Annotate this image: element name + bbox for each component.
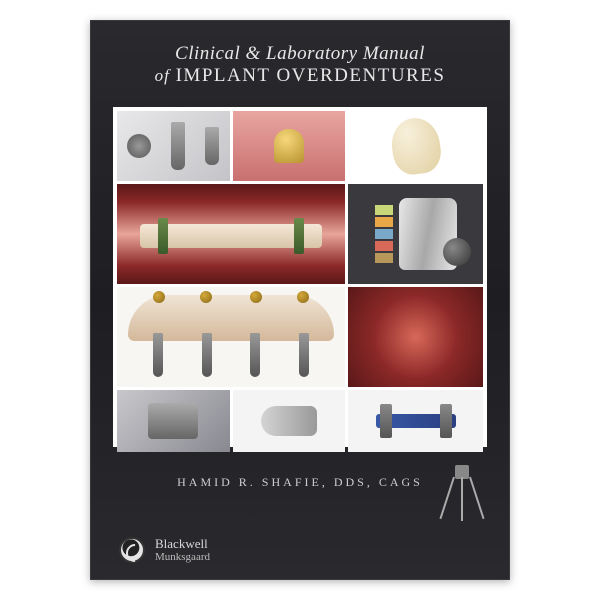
title-caps: IMPLANT OVERDENTURES	[176, 65, 446, 86]
bar-1	[375, 205, 393, 215]
handpiece-icon	[261, 406, 317, 436]
ball-attachment-icon	[297, 291, 309, 303]
dental-arch-icon	[128, 295, 333, 341]
tooth-icon	[388, 115, 443, 177]
collage-lab-device-1	[117, 390, 230, 452]
collage-bar-attachment	[348, 390, 483, 452]
implant-right-icon	[294, 218, 304, 254]
collage-surgery-closeup	[348, 287, 483, 387]
bar-4	[375, 241, 393, 251]
collage-handpiece	[233, 390, 346, 452]
bar-2	[375, 217, 393, 227]
page-background: Clinical & Laboratory Manual of IMPLANT …	[0, 0, 600, 600]
implant-post-icon	[202, 333, 212, 377]
implant-left-icon	[158, 218, 168, 254]
publisher-text: Blackwell Munksgaard	[155, 537, 210, 563]
title-line1: Clinical & Laboratory Manual	[121, 43, 479, 65]
publisher-name: Blackwell	[155, 537, 210, 551]
implant-post-icon	[250, 333, 260, 377]
publisher-block: Blackwell Munksgaard	[119, 537, 210, 563]
bar-3	[375, 229, 393, 239]
collage-implant-parts	[117, 111, 230, 181]
implant-post-icon	[153, 333, 163, 377]
retention-bars	[375, 205, 393, 263]
device-icon	[148, 403, 198, 439]
implant-post-icon	[299, 333, 309, 377]
title-of: of	[155, 66, 170, 85]
collage-cylinder-attachment	[348, 184, 483, 284]
collage-gum-abutment	[233, 111, 346, 181]
ball-attachment-icon	[250, 291, 262, 303]
collage-mouth-two-implants	[117, 184, 345, 284]
ball-attachment-icon	[153, 291, 165, 303]
metal-cylinder-icon	[399, 198, 457, 270]
publisher-subname: Munksgaard	[155, 551, 210, 563]
gold-abutment-icon	[274, 129, 304, 163]
image-collage	[113, 107, 487, 447]
implant-screw-icon	[171, 122, 185, 170]
title-area: Clinical & Laboratory Manual of IMPLANT …	[91, 21, 509, 101]
microstructure-icon	[127, 134, 151, 158]
title-line2: of IMPLANT OVERDENTURES	[121, 65, 479, 87]
bar-5	[375, 253, 393, 263]
implant-screw-icon	[205, 127, 219, 165]
book-cover: Clinical & Laboratory Manual of IMPLANT …	[90, 20, 510, 580]
collage-arch-four-implants	[117, 287, 345, 387]
publisher-logo-icon	[119, 537, 145, 563]
bar-attachment-icon	[376, 414, 456, 428]
tripod-icon	[445, 465, 479, 523]
collage-tooth-shape	[348, 111, 483, 181]
ball-attachment-icon	[200, 291, 212, 303]
